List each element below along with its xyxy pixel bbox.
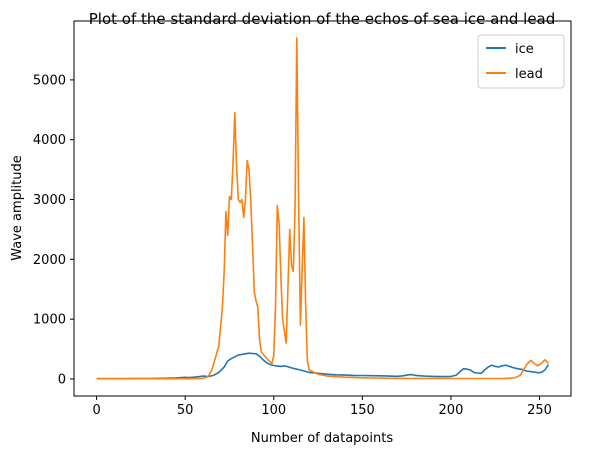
series-line-ice	[96, 352, 550, 380]
x-tick-label: 0	[92, 403, 100, 418]
series-layer	[96, 37, 550, 380]
y-tick-label: 4000	[33, 133, 66, 148]
legend-label-lead: lead	[515, 67, 543, 82]
y-tick-label: 2000	[33, 253, 66, 268]
x-axis-label: Number of datapoints	[251, 431, 393, 446]
x-tick-label: 150	[350, 403, 375, 418]
x-tick-label: 250	[527, 403, 552, 418]
x-tick-label: 100	[261, 403, 286, 418]
legend: ice lead	[477, 34, 565, 89]
plot-area-frame	[73, 20, 572, 397]
y-axis: 0 1000 2000 3000 4000 5000	[33, 73, 74, 387]
y-tick-label: 3000	[33, 193, 66, 208]
legend-label-ice: ice	[515, 42, 534, 57]
chart-title: Plot of the standard deviation of the ec…	[89, 10, 556, 28]
y-tick-label: 1000	[33, 313, 66, 328]
x-tick-label: 50	[177, 403, 194, 418]
series-line-lead	[96, 37, 549, 380]
x-axis: 0 50 100 150 200 250	[92, 396, 552, 418]
y-tick-label: 0	[58, 372, 66, 387]
y-tick-label: 5000	[33, 73, 66, 88]
x-tick-label: 200	[439, 403, 464, 418]
y-axis-label: Wave amplitude	[10, 155, 25, 261]
